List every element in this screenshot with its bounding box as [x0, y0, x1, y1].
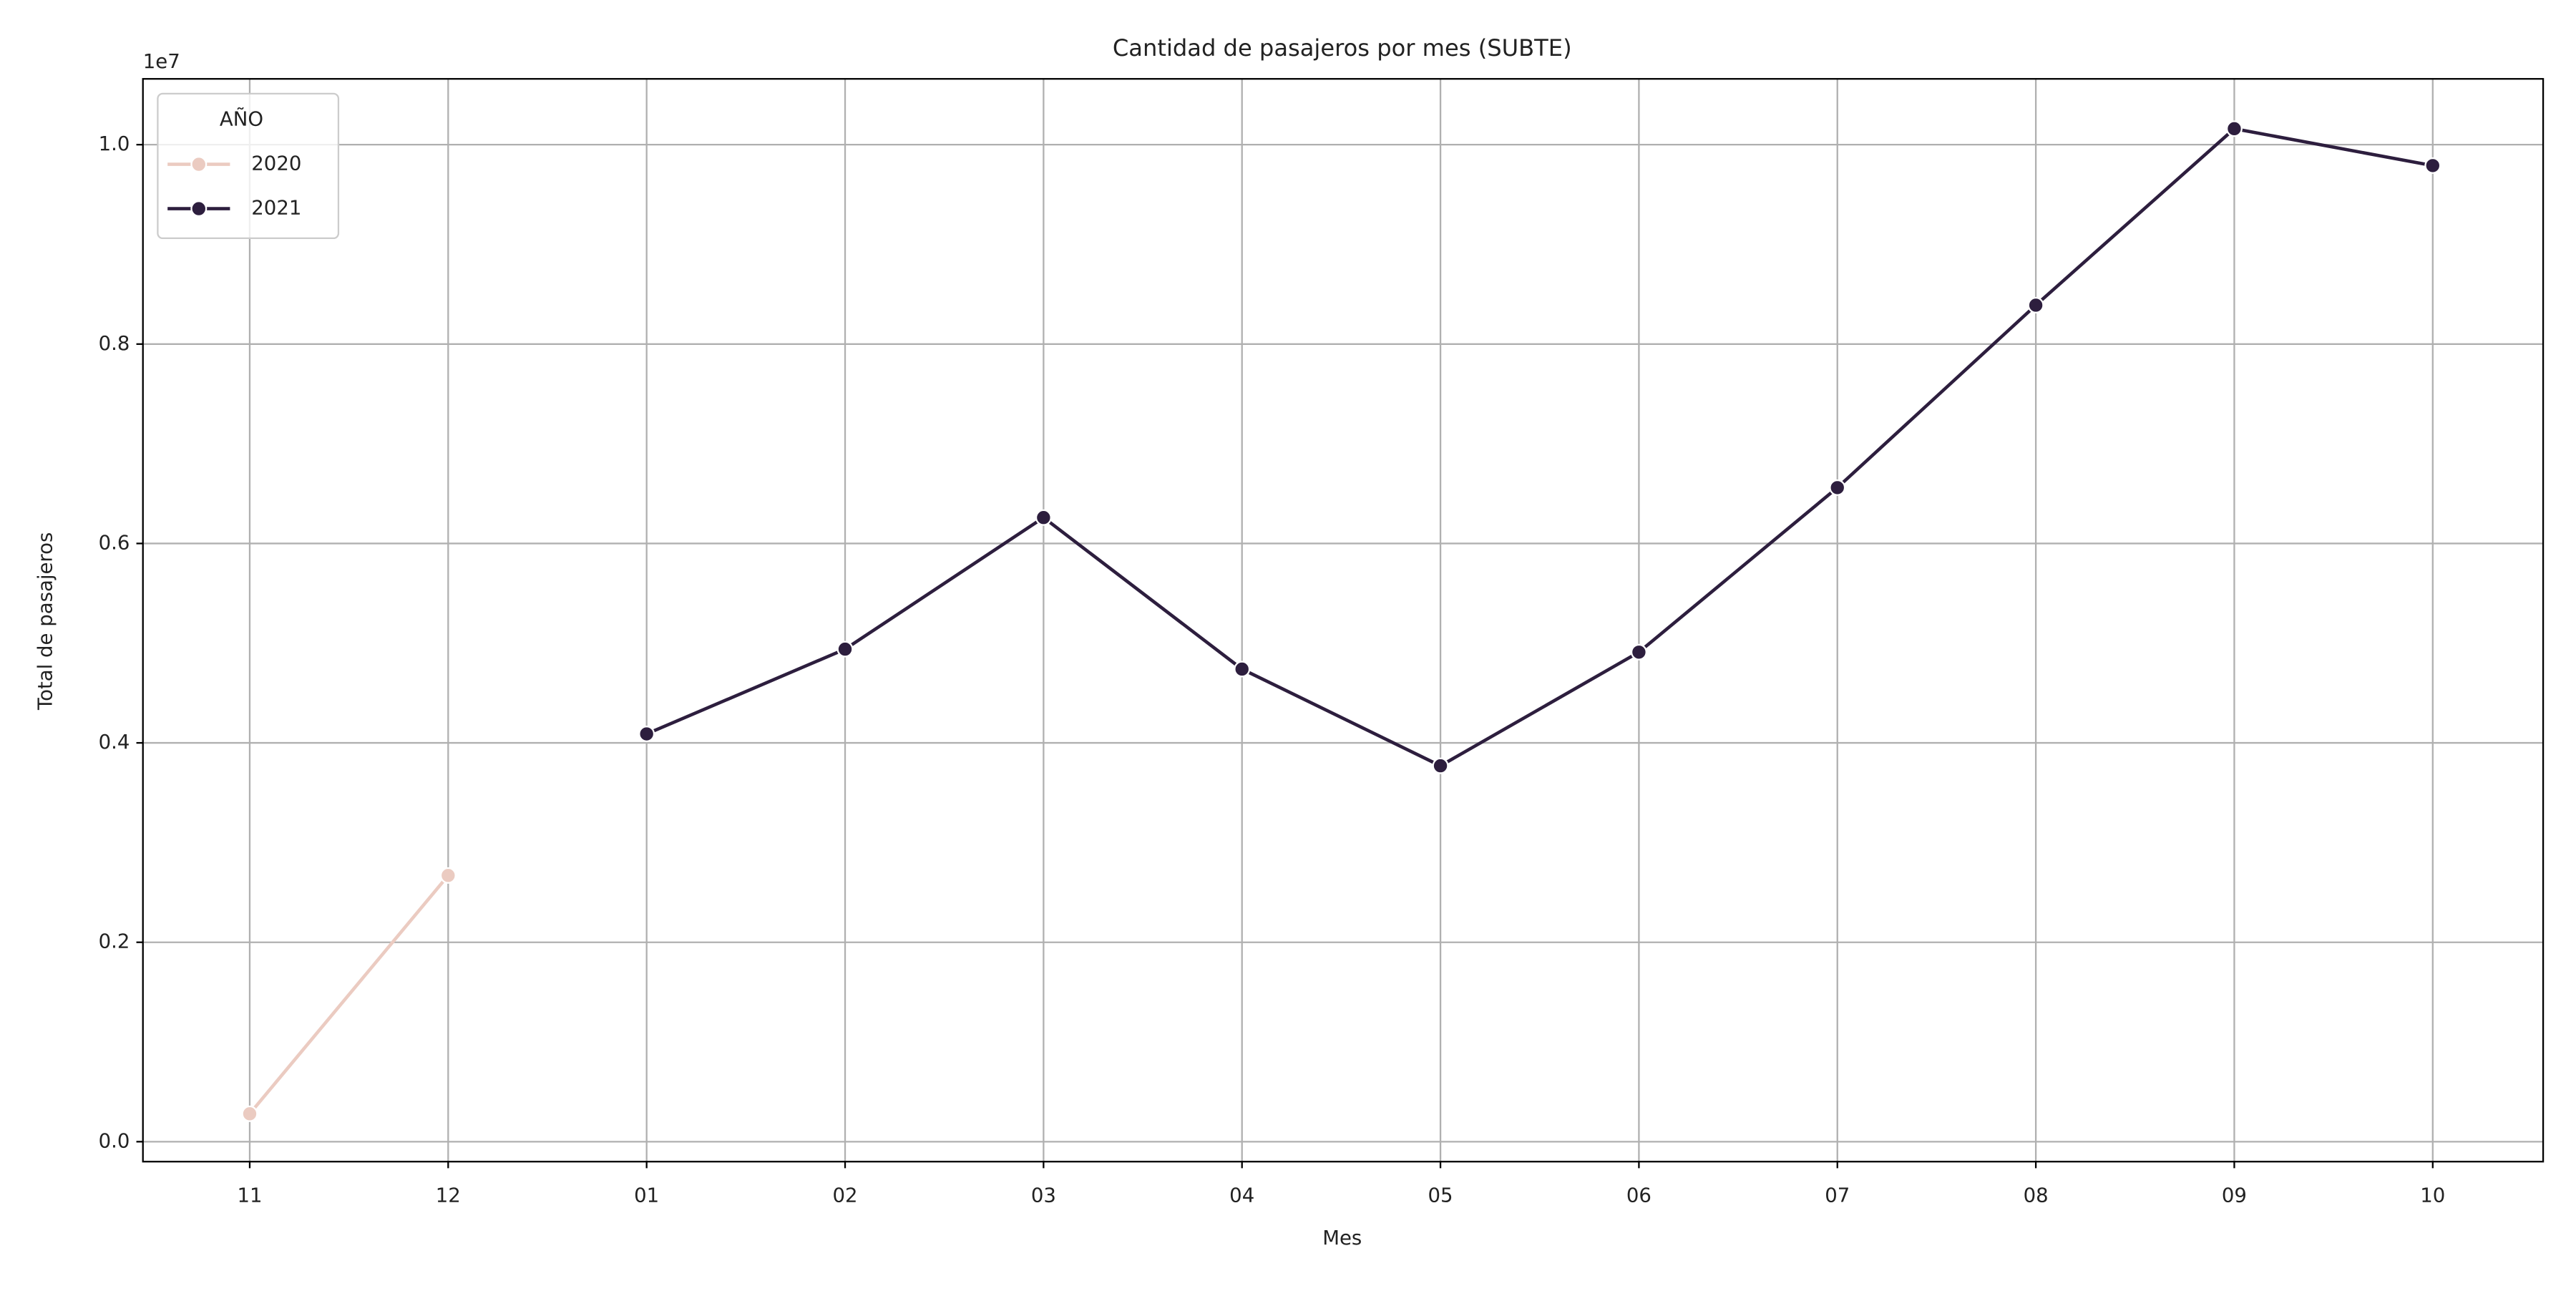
data-point: [439, 867, 457, 884]
data-point: [638, 726, 655, 743]
plot-frame: [142, 78, 2545, 1163]
y-tick-label: 0.2: [99, 930, 130, 953]
chart-title: Cantidad de pasajeros por mes (SUBTE): [1113, 34, 1572, 62]
x-tick-label: 05: [1428, 1184, 1453, 1207]
x-tick-label: 07: [1825, 1184, 1850, 1207]
legend-label: 2021: [251, 197, 301, 220]
data-point: [1630, 643, 1647, 661]
x-tick-label: 10: [2420, 1184, 2445, 1207]
y-tick-label: 0.0: [99, 1129, 130, 1152]
y-axis-label: Total de pasajeros: [34, 532, 57, 711]
x-tick-label: 02: [832, 1184, 857, 1207]
legend-label: 2020: [251, 152, 301, 175]
x-tick-label: 03: [1031, 1184, 1056, 1207]
data-point: [1035, 509, 1052, 526]
series-line: [248, 874, 450, 1115]
x-tick-label: 01: [634, 1184, 659, 1207]
data-point: [1829, 479, 1846, 496]
series-line: [645, 127, 2434, 768]
legend-marker: [190, 200, 208, 218]
legend-title: AÑO: [220, 107, 263, 131]
y-tick-label: 1.0: [99, 132, 130, 155]
data-point: [241, 1105, 258, 1122]
x-tick-label: 06: [1626, 1184, 1652, 1207]
x-tick-label: 08: [2024, 1184, 2049, 1207]
data-point: [1432, 757, 1449, 774]
data-point: [836, 640, 854, 658]
x-tick-label: 12: [436, 1184, 461, 1207]
y-tick-label: 0.4: [99, 731, 130, 754]
data-point: [2424, 157, 2441, 174]
y-tick-label: 0.6: [99, 531, 130, 554]
x-tick-label: 11: [237, 1184, 262, 1207]
y-offset-label: 1e7: [143, 50, 180, 73]
data-point: [2027, 296, 2044, 313]
x-axis-label: Mes: [1322, 1227, 1362, 1249]
data-point: [1234, 661, 1251, 678]
x-tick-label: 09: [2222, 1184, 2247, 1207]
data-point: [2225, 120, 2243, 137]
legend-marker: [190, 156, 208, 173]
grid: [142, 79, 2544, 1162]
y-tick-label: 0.8: [99, 332, 130, 355]
x-tick-label: 04: [1229, 1184, 1254, 1207]
